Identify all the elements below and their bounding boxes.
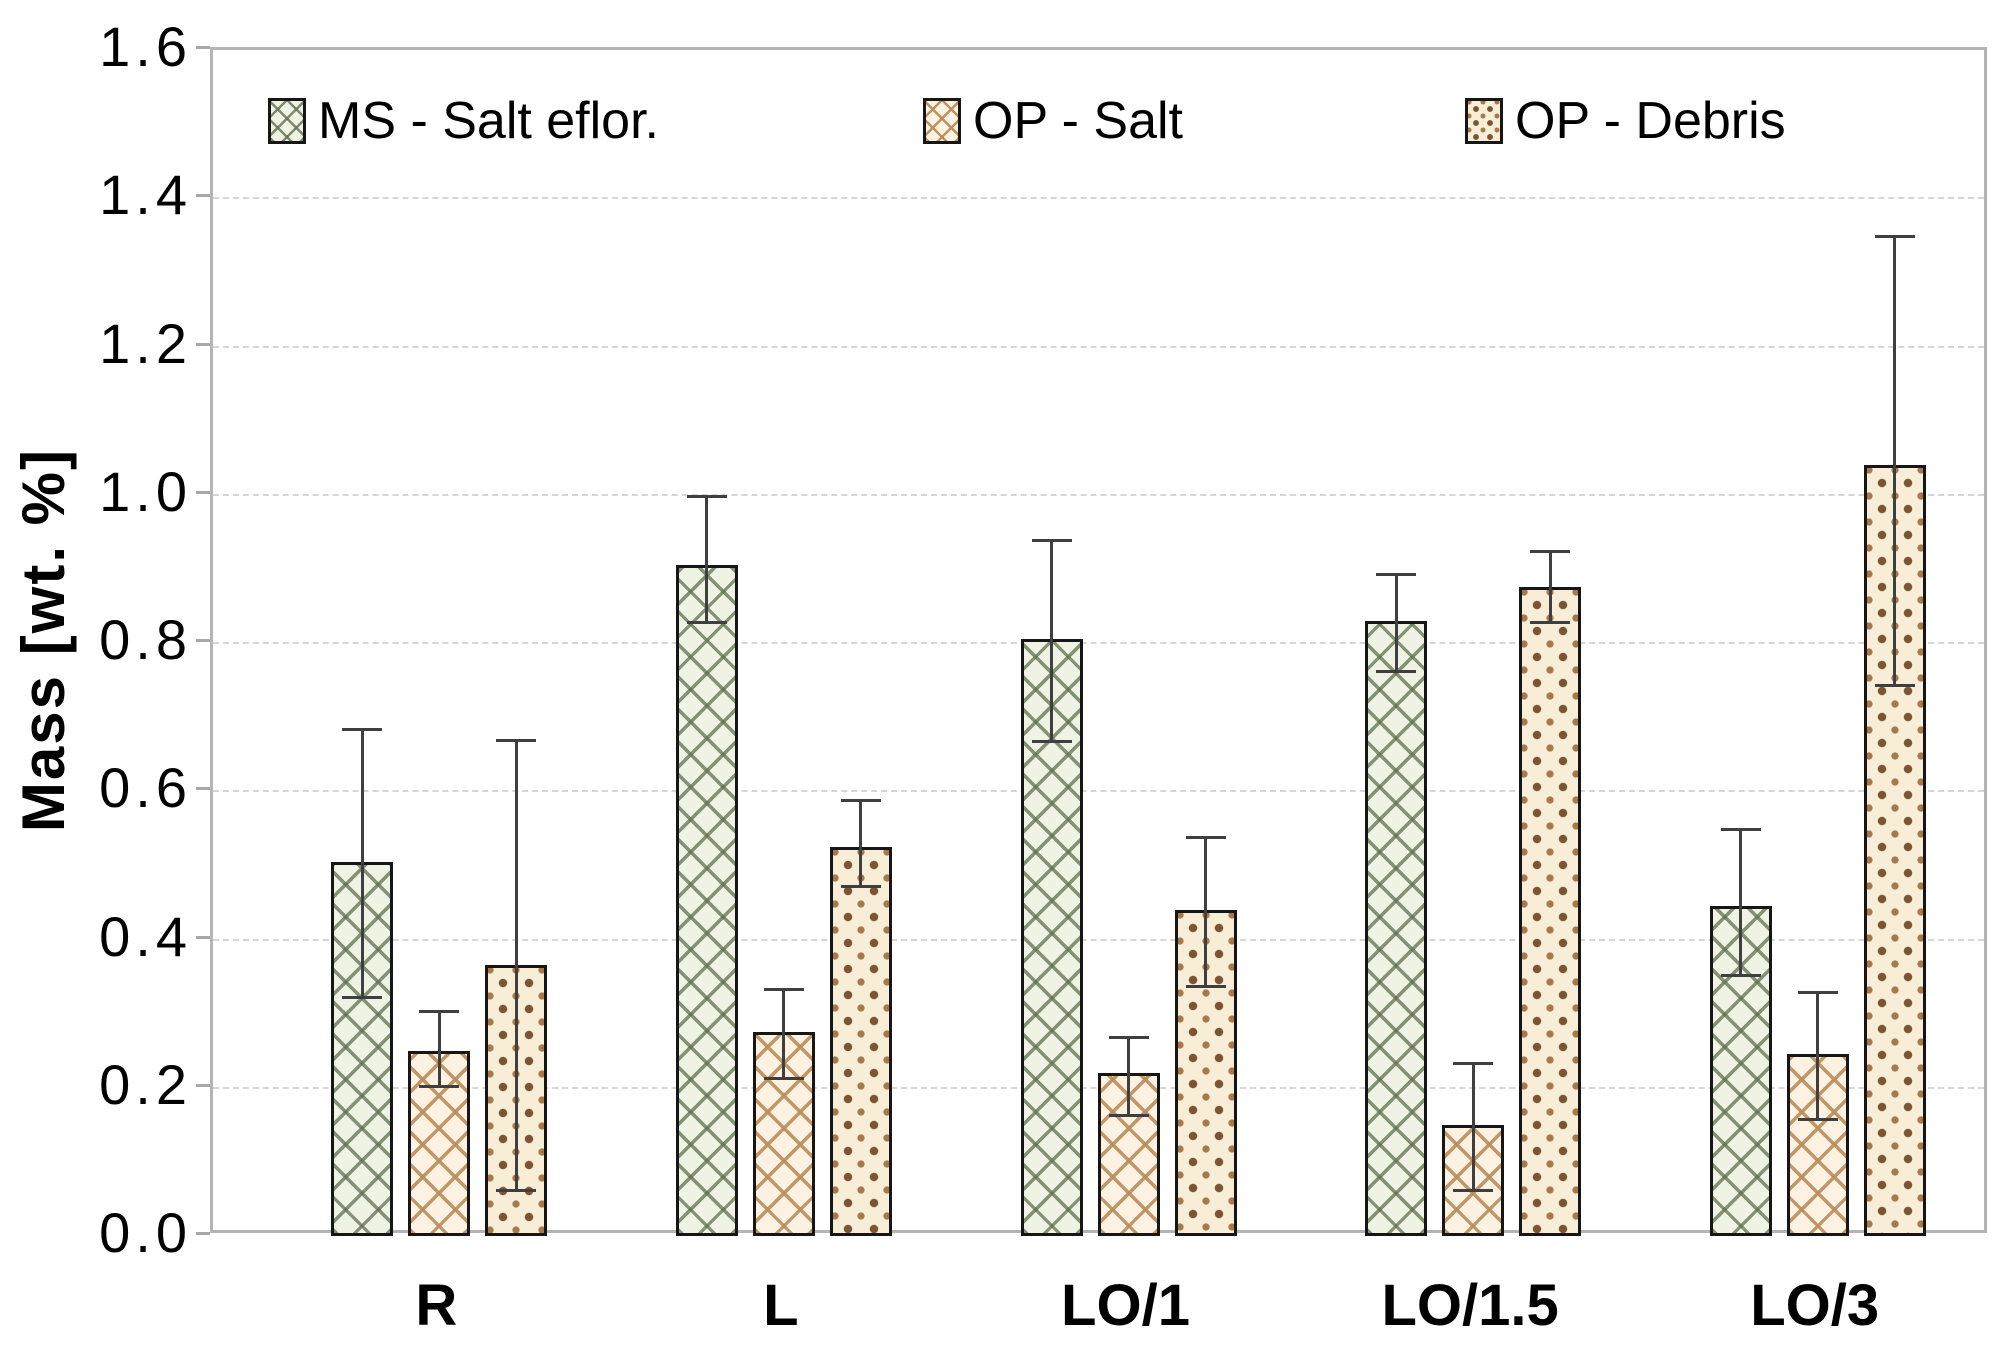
error-bar-cap-bottom: [342, 995, 383, 999]
bar-op-debris-lo-1-5: [1519, 587, 1582, 1236]
y-tick-mark: [196, 787, 210, 791]
y-tick-mark: [196, 490, 210, 494]
legend-item-ms-salt-eflor: MS - Salt eflor.: [268, 95, 659, 147]
y-tick-label: 0.2: [99, 1052, 192, 1116]
error-bar-cap-top: [496, 739, 537, 743]
error-bar-cap-top: [1453, 1061, 1494, 1065]
y-tick-label: 1.2: [99, 311, 192, 375]
y-tick-mark: [196, 194, 210, 198]
error-bar-stem: [1548, 550, 1552, 625]
error-bar-cap-top: [342, 728, 383, 732]
x-category-label: LO/1.5: [1381, 1273, 1559, 1338]
y-axis-title-text: Mass [wt. %]: [9, 447, 77, 833]
error-bar-stem: [1471, 1061, 1475, 1192]
legend-label-op-salt: OP - Salt: [973, 92, 1184, 150]
error-bar-cap-bottom: [1874, 684, 1915, 688]
legend-item-op-salt: OP - Salt: [923, 95, 1183, 147]
error-bar-cap-top: [1185, 835, 1226, 839]
x-category-label: LO/1: [1061, 1273, 1190, 1338]
legend-label-op-debris: OP - Debris: [1515, 92, 1786, 150]
bar-ms-salt-eflor-r: [331, 861, 394, 1236]
y-axis-title: Mass [wt. %]: [8, 47, 78, 1233]
error-bar-cap-top: [1031, 539, 1072, 543]
x-category-label: L: [763, 1273, 799, 1338]
error-bar-stem: [1394, 572, 1398, 673]
error-bar-cap-bottom: [686, 621, 727, 625]
error-bar-cap-bottom: [496, 1188, 537, 1192]
bar-ms-salt-eflor-lo-1-5: [1365, 620, 1428, 1236]
error-bar-cap-bottom: [1720, 973, 1761, 977]
x-category-label: R: [415, 1273, 458, 1338]
y-tick-label: 0.8: [99, 608, 192, 671]
gridline: [213, 345, 1984, 348]
error-bar-stem: [859, 798, 863, 888]
gridline: [213, 790, 1984, 793]
legend-swatch-op-debris: [1465, 98, 1503, 144]
error-bar-cap-bottom: [1453, 1188, 1494, 1192]
error-bar-cap-bottom: [1530, 621, 1571, 625]
y-tick-label: 0.0: [99, 1201, 192, 1264]
error-bar-cap-bottom: [763, 1077, 804, 1081]
x-category-label: LO/3: [1750, 1273, 1880, 1338]
gridline: [213, 197, 1984, 200]
error-bar-stem: [1739, 828, 1743, 977]
error-bar-cap-top: [1108, 1035, 1149, 1039]
error-bar-cap-top: [1720, 828, 1761, 832]
error-bar-cap-top: [1797, 991, 1838, 995]
gridline: [213, 493, 1984, 496]
error-bar-stem: [437, 1009, 441, 1088]
bar-op-salt-l: [752, 1032, 815, 1236]
error-bar-cap-top: [840, 798, 881, 802]
y-tick-label: 1.0: [99, 459, 192, 523]
y-tick-mark: [196, 1232, 210, 1235]
error-bar-cap-bottom: [1185, 984, 1226, 988]
error-bar-stem: [1204, 835, 1207, 988]
y-tick-mark: [196, 1083, 210, 1087]
y-tick-label: 1.4: [99, 163, 192, 227]
error-bar-cap-bottom: [1376, 669, 1417, 673]
bar-ms-salt-eflor-l: [675, 565, 738, 1236]
bar-op-debris-lo-1: [1174, 909, 1237, 1236]
y-tick-mark: [196, 342, 210, 346]
error-bar-cap-bottom: [419, 1084, 460, 1088]
y-tick-label: 1.6: [99, 15, 192, 78]
legend-label-ms-salt-eflor: MS - Salt eflor.: [318, 92, 659, 150]
error-bar-cap-top: [686, 494, 727, 498]
bar-op-salt-lo-1: [1097, 1072, 1160, 1236]
error-bar-cap-bottom: [1108, 1114, 1149, 1118]
error-bar-stem: [360, 728, 364, 999]
error-bar-stem: [514, 739, 518, 1192]
y-tick-mark: [196, 46, 210, 49]
error-bar-stem: [1893, 235, 1897, 688]
error-bar-cap-top: [1376, 572, 1417, 576]
y-tick-mark: [196, 935, 210, 939]
y-tick-label: 0.6: [99, 756, 192, 820]
legend-swatch-op-salt: [923, 98, 961, 144]
legend-swatch-ms-salt-eflor: [268, 98, 306, 144]
gridline: [213, 938, 1984, 941]
error-bar-cap-top: [1530, 550, 1571, 554]
y-tick-mark: [196, 639, 210, 642]
bar-op-debris-l: [829, 846, 892, 1236]
error-bar-stem: [1127, 1035, 1130, 1118]
error-bar-stem: [782, 987, 786, 1081]
error-bar-stem: [705, 494, 709, 625]
y-tick-label: 0.4: [99, 904, 192, 968]
error-bar-stem: [1050, 539, 1053, 744]
plot-area: [210, 47, 1987, 1236]
error-bar-cap-bottom: [1031, 740, 1072, 744]
error-bar-cap-bottom: [1797, 1118, 1838, 1122]
error-bar-stem: [1816, 991, 1820, 1122]
gridline: [213, 642, 1984, 644]
error-bar-cap-top: [419, 1009, 460, 1013]
legend-item-op-debris: OP - Debris: [1465, 95, 1786, 147]
error-bar-cap-top: [1874, 235, 1915, 239]
error-bar-cap-bottom: [840, 884, 881, 888]
error-bar-cap-top: [763, 987, 804, 991]
